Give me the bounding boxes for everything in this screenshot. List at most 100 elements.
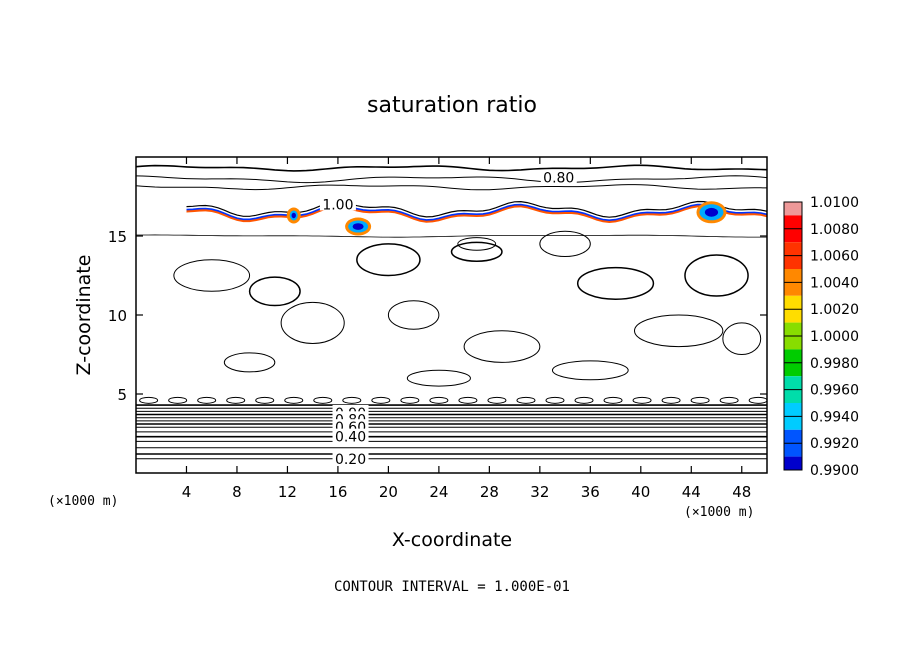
colorbar-label: 0.9940 [810,409,859,425]
contour-label: 0.40 [335,430,366,446]
colorbar-swatch [784,255,802,269]
colorbar-label: 1.0000 [810,329,859,345]
contour-cell [684,254,749,297]
colorbar-swatch [784,202,802,216]
contour-cell [371,396,391,404]
x-tick-label: 16 [328,483,347,501]
colorbar-swatch [784,429,802,444]
colorbar-swatch [784,443,802,457]
colorbar-swatch [784,309,802,323]
chart-title: saturation ratio [367,93,537,118]
colorbar-swatch [784,282,802,296]
contour-cell [463,330,541,363]
x-tick-label: 4 [182,483,192,501]
colorbar-label: 1.0060 [810,249,859,265]
colorbar-swatch [784,322,802,336]
contour-cell [719,396,739,404]
colorbar-label: 1.0040 [810,275,859,291]
colorbar-swatch [784,403,802,417]
x-axis-ticks: 4 8 12 16 20 24 28 32 36 40 44 48 [182,157,751,501]
x-tick-label: 20 [379,483,398,501]
colorbar-label: 1.0100 [810,195,859,211]
contour-cell [356,243,421,277]
colorbar-label: 0.9900 [810,463,859,479]
contour-cell [387,300,440,330]
colorbar-swatch [784,456,802,470]
x-tick-label: 24 [429,483,448,501]
contour-cell [168,396,188,404]
colorbar: 1.0100 1.0080 1.0060 1.0040 1.0020 1.0000 0.99… [783,195,859,479]
contour-cell [429,396,449,404]
contour-cell [574,396,594,404]
contour-cell [223,352,276,373]
x-tick-label: 8 [232,483,242,501]
plot-area: 0.801.000.900.800.600.400.20 [136,164,767,468]
contour-cell [516,396,536,404]
contour-cell [539,230,591,258]
colorbar-swatch [784,295,802,310]
x-axis-label: X-coordinate [392,529,512,551]
contour-label: 0.20 [335,452,366,468]
contour-cell [173,259,251,292]
x-unit-right: (×1000 m) [684,505,754,520]
contour-cell [248,276,301,307]
contour-cell [458,396,478,404]
y-axis-ticks: 5 10 15 [108,228,767,404]
x-tick-label: 32 [530,483,549,501]
contour-cell [603,396,623,404]
contour-cell [400,396,420,404]
x-tick-label: 36 [581,483,600,501]
contour-cell [722,322,762,356]
colorbar-swatch [784,416,802,430]
contour-cell [545,396,565,404]
colorbar-label: 0.9960 [810,383,859,399]
colorbar-swatch [784,228,802,243]
contour-label: 0.80 [543,171,574,187]
contour-cell [313,396,333,404]
contour-line [136,234,767,238]
y-tick-label: 10 [108,307,127,325]
x-tick-label: 48 [732,483,751,501]
contour-cell [342,396,362,404]
contour-cell [280,301,345,344]
contour-cell [226,396,246,404]
contour-cell [633,314,724,348]
colorbar-swatch [784,376,802,390]
colorbar-swatch [784,269,802,283]
contour-cell [457,237,497,251]
x-tick-label: 12 [278,483,297,501]
colorbar-swatch [784,336,802,350]
x-tick-label: 44 [682,483,701,501]
contour-cell [576,266,655,300]
y-tick-label: 15 [108,228,127,246]
contour-cell [450,241,503,263]
colorbar-label: 0.9920 [810,436,859,452]
contour-cell [748,396,767,404]
cloud-layer [186,200,767,236]
colorbar-swatch [784,215,802,229]
contour-cell [487,396,507,404]
colorbar-label: 1.0080 [810,222,859,238]
contour-label: 1.00 [322,197,353,213]
contour-cell [284,396,304,404]
colorbar-swatch [784,389,802,403]
y-tick-label: 5 [117,386,127,404]
colorbar-swatch [784,362,802,377]
contour-cell [255,396,275,404]
contour-line [136,184,767,191]
contour-cell [551,360,629,381]
colorbar-label: 0.9980 [810,356,859,372]
contour-interval-footer: CONTOUR INTERVAL = 1.000E-01 [334,579,570,595]
y-axis-label: Z-coordinate [73,255,95,376]
contour-cell [197,396,217,404]
contour-line [136,164,767,172]
colorbar-swatch [784,349,802,363]
x-unit-left: (×1000 m) [48,494,118,509]
contour-line [136,175,767,184]
contour-cell [690,396,710,404]
contour-cell [661,396,681,404]
contour-cell [406,369,471,387]
x-tick-label: 40 [631,483,650,501]
contour-cell [632,396,652,404]
